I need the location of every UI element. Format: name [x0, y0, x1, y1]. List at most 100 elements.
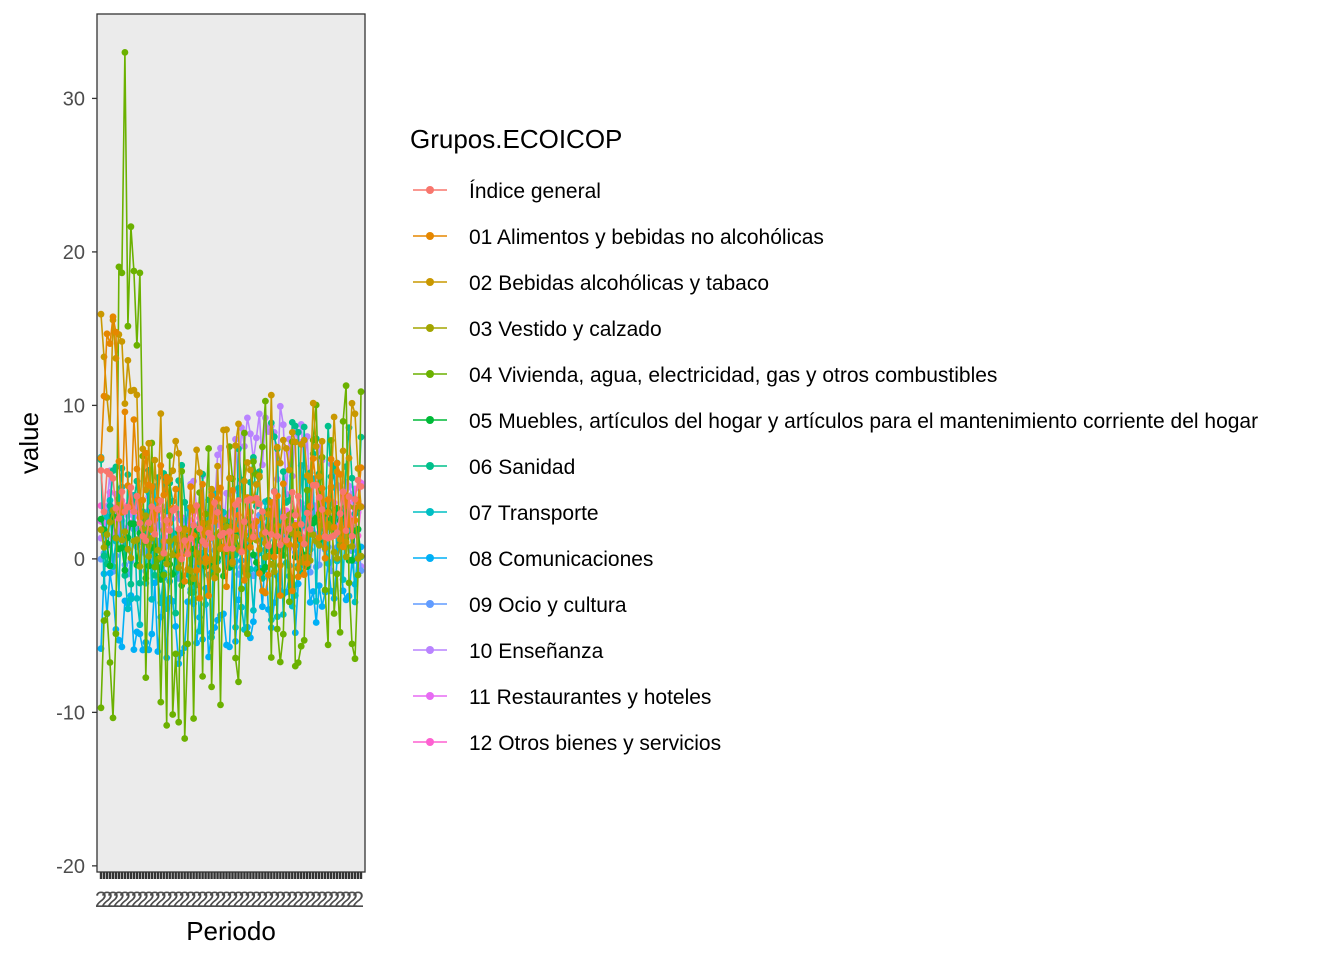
data-point [127, 595, 135, 603]
data-point [267, 531, 275, 538]
data-point [351, 495, 359, 503]
data-point [253, 494, 260, 502]
data-point [339, 447, 347, 455]
data-point [190, 522, 198, 529]
data-point [256, 546, 263, 553]
legend-key-point [426, 278, 434, 286]
data-point [220, 610, 227, 618]
data-point [244, 414, 251, 422]
data-point [267, 654, 275, 661]
x-tick-label: 2 [292, 887, 304, 912]
data-point [148, 503, 156, 511]
data-point [175, 450, 183, 457]
data-point [205, 653, 213, 661]
x-tick-label: 2 [208, 887, 220, 912]
data-point [193, 566, 201, 574]
x-tick-label: 2 [256, 887, 268, 912]
y-axis: -20 -10 0 10 20 30 [56, 88, 97, 878]
data-point [100, 552, 108, 560]
data-point [250, 607, 257, 614]
data-point [235, 484, 242, 492]
data-point [97, 526, 105, 534]
data-point [118, 269, 126, 277]
data-point [115, 590, 123, 598]
data-point [253, 481, 260, 488]
legend-key-point [426, 692, 434, 700]
data-point [136, 579, 144, 587]
data-point [223, 523, 230, 531]
legend: Índice general 01 Alimentos y bebidas no … [413, 180, 1258, 755]
data-point [241, 518, 248, 526]
data-point [172, 504, 180, 512]
data-point [273, 475, 281, 483]
legend-title: Grupos.ECOICOP [410, 124, 622, 154]
x-tick-label: 2 [286, 887, 298, 912]
data-point [357, 464, 365, 471]
data-point [142, 449, 150, 457]
data-point [184, 640, 192, 648]
x-tick-label: 2 [262, 887, 274, 912]
data-point [226, 474, 233, 482]
y-tick-label: 30 [63, 88, 85, 110]
data-point [178, 555, 186, 563]
data-point [121, 49, 129, 56]
data-point [124, 322, 132, 330]
data-point [97, 467, 105, 474]
data-point [118, 338, 126, 345]
x-tick-label: 2 [220, 887, 232, 912]
data-point [256, 410, 263, 418]
data-point [187, 535, 195, 542]
x-tick-label: 2 [202, 887, 214, 912]
data-point [106, 340, 114, 347]
data-point [336, 510, 344, 518]
data-point [118, 544, 126, 551]
data-point [342, 527, 350, 534]
legend-label: 08 Comunicaciones [469, 548, 653, 571]
data-point [220, 529, 227, 537]
data-point [351, 655, 359, 663]
data-point [160, 571, 168, 579]
legend-label: 07 Transporte [469, 502, 599, 525]
data-point [130, 646, 138, 653]
series-0 [97, 467, 365, 563]
legend-label: 06 Sanidad [469, 456, 575, 479]
data-point [136, 269, 144, 277]
data-point [181, 578, 189, 585]
data-point [273, 532, 281, 540]
data-point [139, 496, 147, 504]
data-point [151, 563, 159, 571]
legend-item: 12 Otros bienes y servicios [413, 732, 721, 755]
data-point [309, 455, 317, 462]
legend-label: 01 Alimentos y bebidas no alcohólicas [469, 226, 824, 249]
data-point [214, 509, 222, 516]
data-point [106, 569, 114, 577]
data-point [297, 642, 305, 650]
legend-label: 12 Otros bienes y servicios [469, 732, 721, 755]
data-point [300, 436, 308, 444]
data-point [294, 428, 302, 436]
data-point [130, 416, 138, 423]
legend-item: 07 Transporte [413, 502, 599, 525]
data-point [130, 520, 138, 528]
data-point [294, 493, 302, 500]
data-point [348, 556, 356, 564]
data-point [339, 488, 347, 496]
data-point [181, 498, 189, 506]
data-point [262, 563, 269, 571]
data-point [288, 429, 296, 436]
data-point [250, 458, 257, 465]
data-point [157, 698, 165, 706]
data-point [193, 502, 201, 510]
x-tick-label: 2 [101, 887, 113, 912]
legend-key-point [426, 462, 434, 470]
data-point [172, 609, 180, 617]
data-point [145, 552, 153, 560]
data-point [262, 529, 269, 536]
data-point [324, 422, 332, 430]
data-point [190, 715, 198, 722]
x-axis-title: Periodo [186, 916, 276, 946]
legend-item: 05 Muebles, artículos del hogar y artícu… [413, 410, 1258, 433]
data-point [339, 418, 347, 425]
data-point [315, 493, 323, 501]
